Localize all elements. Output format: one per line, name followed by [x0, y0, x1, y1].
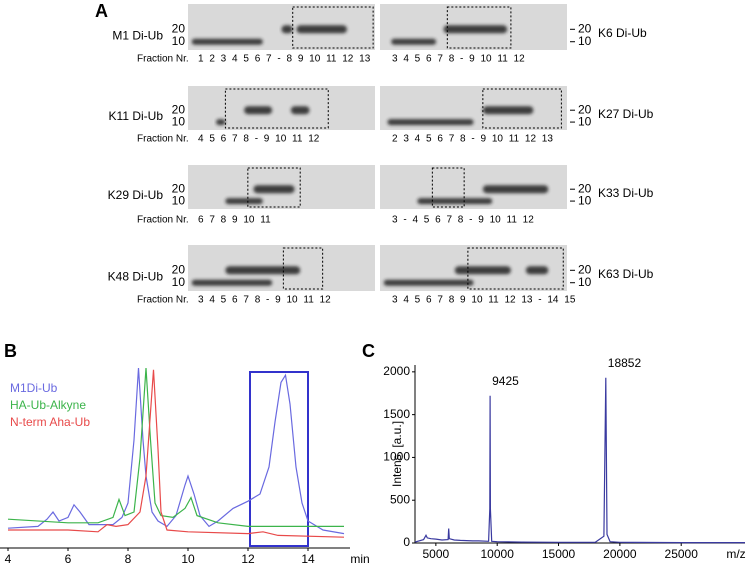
fraction-numbers: 1 2 3 4 5 6 7 - 8 9 10 11 12 13 [198, 54, 371, 65]
gel-name: K63 Di-Ub [598, 267, 654, 281]
marker-label: 10 [578, 114, 592, 128]
gel-name: M1 Di-Ub [112, 28, 163, 42]
y-tick-label: 0 [403, 535, 410, 549]
peak-label: 18852 [608, 356, 642, 370]
selection-box [446, 6, 512, 49]
marker-label: 20 [172, 262, 186, 276]
series-line [7, 367, 345, 535]
marker-label: 10 [172, 275, 186, 289]
series-line [8, 369, 345, 538]
x-tick-label: 25000 [665, 547, 699, 561]
gel-name: K48 Di-Ub [108, 269, 164, 283]
y-tick-label: 1000 [383, 450, 410, 464]
gel-band [383, 279, 474, 286]
marker-label: 10 [172, 34, 186, 48]
x-tick-label: 14 [301, 552, 315, 563]
panel-label: A [95, 1, 108, 21]
gel-band [417, 198, 493, 205]
fraction-numbers: 6 7 8 9 10 11 [198, 215, 271, 226]
marker-label: 20 [172, 102, 186, 116]
legend-label: M1Di-Ub [10, 381, 58, 395]
panel-label: C [362, 341, 375, 361]
x-tick-label: 10000 [481, 547, 515, 561]
y-tick-label: 1500 [383, 407, 410, 421]
gel-name: K6 Di-Ub [598, 26, 647, 40]
gel-band [482, 185, 549, 194]
gel-band [391, 38, 437, 45]
marker-label: 20 [578, 21, 592, 35]
selection-box [247, 167, 301, 208]
marker-label: 20 [578, 102, 592, 116]
fraction-label: Fraction Nr. [137, 54, 189, 65]
selection-box [224, 88, 329, 129]
marker-label: 10 [172, 193, 186, 207]
legend-label: N-term Aha-Ub [10, 415, 90, 429]
series-line [7, 367, 344, 527]
x-tick-label: 6 [65, 552, 72, 563]
gel-name: K29 Di-Ub [108, 188, 164, 202]
gel-band [290, 106, 310, 115]
panel-label: B [4, 341, 17, 361]
gel-band [191, 38, 263, 45]
x-axis-label: min [350, 552, 369, 563]
x-tick-label: 8 [125, 552, 132, 563]
x-tick-label: 12 [241, 552, 255, 563]
series-line [414, 377, 745, 544]
y-tick-label: 500 [390, 492, 410, 506]
marker-label: 20 [172, 181, 186, 195]
fraction-numbers: 4 5 6 7 8 - 9 10 11 12 [198, 134, 320, 145]
peak-label: 9425 [492, 374, 519, 388]
fraction-numbers: 3 - 4 5 6 7 8 - 9 10 11 12 [392, 215, 534, 226]
gel-name: K33 Di-Ub [598, 186, 654, 200]
fraction-label: Fraction Nr. [137, 295, 189, 306]
selection-box [467, 247, 564, 290]
gel-band [253, 185, 295, 194]
selection-box [292, 6, 374, 49]
gel-band [281, 25, 293, 34]
y-axis-label: Intens. [a.u.] [390, 421, 404, 487]
fraction-numbers: 3 4 5 6 7 8 - 9 10 11 12 [392, 54, 525, 65]
y-tick-label: 2000 [383, 364, 410, 378]
selection-box [482, 88, 562, 129]
x-axis-label: m/z [726, 547, 745, 561]
fraction-numbers: 3 4 5 6 7 8 - 9 10 11 12 [198, 295, 331, 306]
gel-band [296, 25, 347, 34]
highlight-box [249, 371, 309, 547]
chromatogram: 4 6 8 10 12 14 min M1Di-Ub HA-Ub-Alkyne N-term Ah… [0, 367, 370, 563]
gel-band [387, 119, 474, 126]
gel-band [482, 106, 534, 115]
x-tick-label: 15000 [542, 547, 576, 561]
selection-box [282, 247, 324, 290]
gel-band [225, 198, 263, 205]
gel-band [244, 106, 273, 115]
fraction-label: Fraction Nr. [137, 134, 189, 145]
gel-band [525, 266, 549, 275]
marker-label: 20 [578, 262, 592, 276]
marker-label: 10 [578, 193, 592, 207]
marker-label: 10 [578, 34, 592, 48]
gel-band [225, 266, 301, 275]
marker-label: 10 [578, 275, 592, 289]
gel-name: K11 Di-Ub [109, 109, 164, 123]
fraction-numbers: 2 3 4 5 6 7 8 - 9 10 11 12 13 [392, 134, 553, 145]
legend-label: HA-Ub-Alkyne [10, 398, 86, 412]
x-tick-label: 4 [5, 552, 12, 563]
gel-name: K27 Di-Ub [598, 107, 654, 121]
mass-spectrum: 5000 10000 15000 20000 25000 0 500 1000 1500 2000… [383, 356, 745, 561]
gel-band [191, 279, 273, 286]
gel-band [454, 266, 511, 275]
x-tick-label: 5000 [423, 547, 450, 561]
x-tick-label: 10 [181, 552, 195, 563]
marker-label: 20 [172, 21, 186, 35]
x-tick-label: 20000 [603, 547, 637, 561]
fraction-numbers: 3 4 5 6 7 8 9 10 11 12 13 - 14 15 [392, 295, 576, 306]
gel-band [443, 25, 508, 34]
fraction-label: Fraction Nr. [137, 215, 189, 226]
gel-band [216, 119, 226, 126]
gel-blot [188, 86, 375, 130]
marker-label: 10 [172, 114, 186, 128]
marker-label: 20 [578, 181, 592, 195]
